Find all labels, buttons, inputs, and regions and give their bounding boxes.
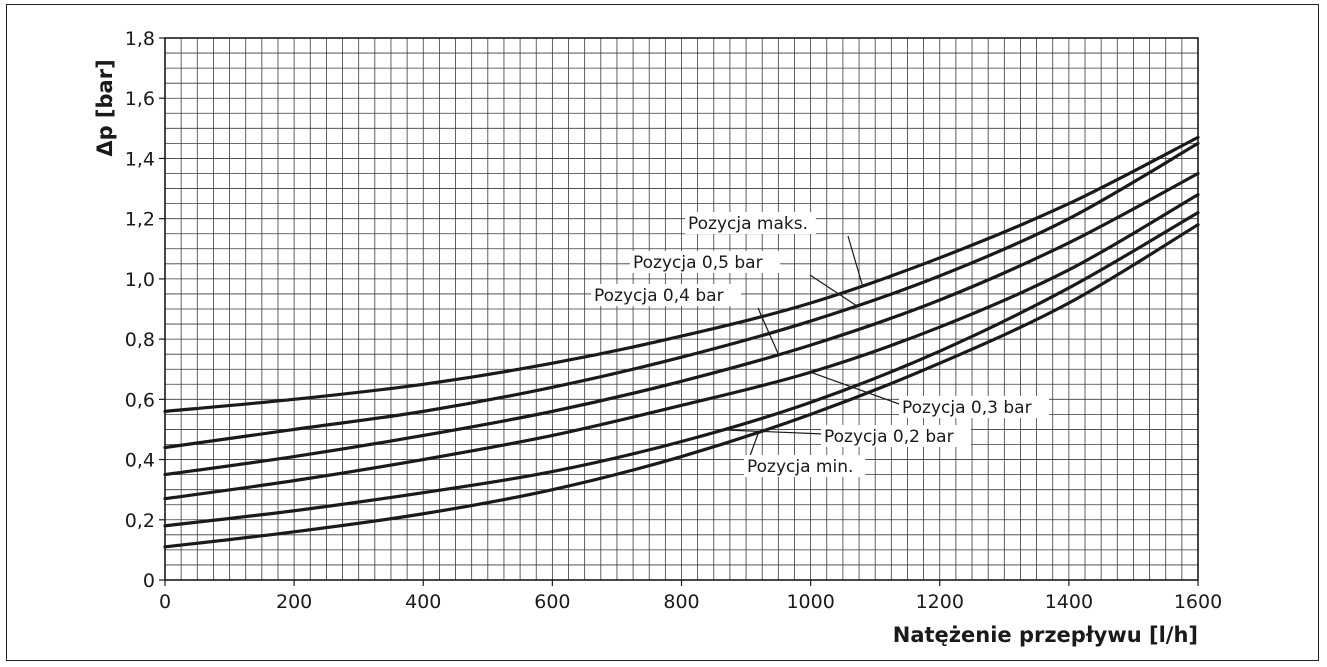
x-axis-title: Natężenie przepływu [l/h] (893, 623, 1198, 647)
y-tick-label: 1,4 (125, 148, 155, 170)
annotation-leader (757, 307, 779, 355)
annotation-label: Pozycja 0,2 bar (824, 427, 954, 447)
chart-frame (6, 4, 1319, 661)
x-tick-label: 1600 (1174, 591, 1222, 613)
annotation-bg (630, 251, 780, 273)
annotation-leader (847, 235, 863, 286)
x-tick-label: 1000 (786, 591, 834, 613)
annotation-label: Pozycja 0,4 bar (594, 286, 724, 306)
annotation-label: Pozycja min. (747, 457, 853, 477)
y-tick-label: 1,6 (125, 88, 155, 110)
x-tick-label: 200 (276, 591, 312, 613)
curve-series-0 (163, 135, 1200, 413)
x-tick-label: 800 (663, 591, 699, 613)
curve-series-4 (163, 211, 1200, 528)
y-tick-label: 1,8 (125, 28, 155, 50)
annotation-label: Pozycja 0,5 bar (633, 253, 763, 273)
y-axis-title: Δp [bar] (93, 59, 117, 156)
y-tick-label: 0,4 (125, 450, 155, 472)
annotation-bg (821, 425, 971, 447)
annotation-label: Pozycja maks. (688, 214, 808, 234)
annotation-bg (591, 284, 741, 306)
x-tick-label: 1200 (916, 591, 964, 613)
y-tick-label: 0,6 (125, 389, 155, 411)
x-tick-label: 0 (159, 591, 171, 613)
curve-series-2 (163, 171, 1200, 477)
x-tick-label: 600 (534, 591, 570, 613)
y-tick-label: 0,8 (125, 329, 155, 351)
annotation-bg (744, 455, 866, 477)
axes: 0 200 400 600 800 1000 1200 1400 1600 0 0,2 0,4 0,6 0… (125, 28, 1222, 613)
annotation-bg (685, 212, 816, 234)
x-tick-label: 1400 (1045, 591, 1093, 613)
curve-series-1 (163, 141, 1200, 450)
y-tick-label: 1,0 (125, 269, 155, 291)
annotations: Pozycja maks. Pozycja 0,5 bar Pozycja 0,4 … (591, 212, 1049, 477)
annotation-label: Pozycja 0,3 bar (902, 398, 1032, 418)
annotation-bg (899, 396, 1049, 418)
curve-series-5 (163, 223, 1200, 549)
curve-series-3 (163, 192, 1200, 501)
grid (165, 38, 1198, 580)
y-tick-label: 1,2 (125, 209, 155, 231)
annotation-leader (809, 274, 857, 306)
x-tick-label: 400 (405, 591, 441, 613)
curves (163, 135, 1200, 549)
annotation-leader (810, 371, 903, 406)
y-tick-label: 0,2 (125, 510, 155, 532)
annotation-leader (720, 429, 825, 435)
y-tick-label: 0 (143, 570, 155, 592)
